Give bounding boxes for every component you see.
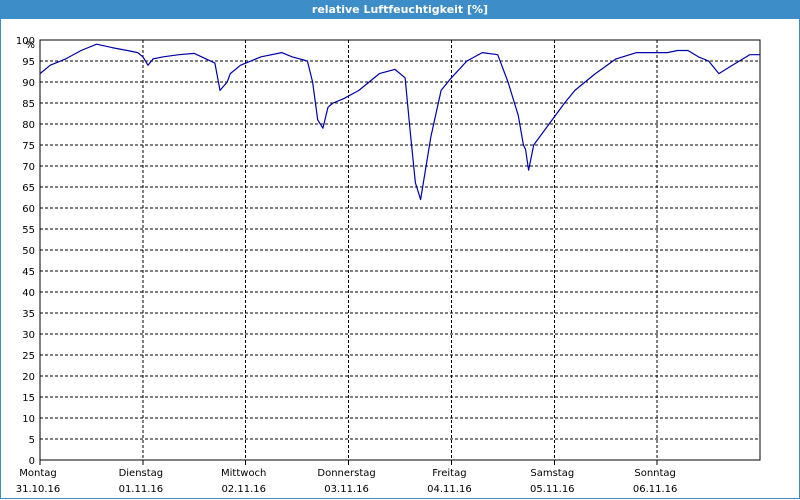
x-tick-date-label: 01.11.16 <box>119 484 164 495</box>
y-tick-label: 25 <box>22 351 35 362</box>
x-tick-day-label: Samstag <box>530 468 574 479</box>
x-tick-day-label: Dienstag <box>119 468 164 479</box>
x-tick-date-label: 31.10.16 <box>16 484 61 495</box>
y-tick-label: 75 <box>22 141 35 152</box>
y-tick-label: 60 <box>22 204 35 215</box>
x-tick-date-label: 04.11.16 <box>427 484 472 495</box>
y-tick-label: 20 <box>22 372 35 383</box>
x-tick-day-label: Freitag <box>432 468 466 479</box>
y-tick-label: 100 <box>16 36 35 47</box>
y-axis-label: % <box>25 40 35 51</box>
y-tick-label: 10 <box>22 414 35 425</box>
x-tick-date-label: 06.11.16 <box>633 484 678 495</box>
y-tick-label: 80 <box>22 120 35 131</box>
y-tick-label: 30 <box>22 330 35 341</box>
x-tick-date-label: 02.11.16 <box>221 484 266 495</box>
y-tick-label: 5 <box>29 435 35 446</box>
y-tick-label: 65 <box>22 183 35 194</box>
y-tick-label: 70 <box>22 162 35 173</box>
y-tick-label: 95 <box>22 57 35 68</box>
x-tick-day-label: Sonntag <box>634 468 676 479</box>
y-tick-label: 15 <box>22 393 35 404</box>
x-tick-day-label: Montag <box>19 468 56 479</box>
y-tick-label: 40 <box>22 288 35 299</box>
plot-area-border <box>39 39 761 461</box>
y-tick-label: 0 <box>29 456 35 467</box>
y-tick-label: 50 <box>22 246 35 257</box>
x-tick-day-label: Mittwoch <box>221 468 266 479</box>
x-tick-date-label: 05.11.16 <box>530 484 575 495</box>
y-tick-label: 85 <box>22 99 35 110</box>
y-tick-label: 35 <box>22 309 35 320</box>
y-tick-label: 90 <box>22 78 35 89</box>
humidity-series-line <box>39 43 760 201</box>
y-tick-label: 55 <box>22 225 35 236</box>
y-tick-label: 45 <box>22 267 35 278</box>
x-tick-date-label: 03.11.16 <box>324 484 369 495</box>
x-tick-day-label: Donnerstag <box>317 468 375 479</box>
chart-title: relative Luftfeuchtigkeit [%] <box>0 0 800 19</box>
